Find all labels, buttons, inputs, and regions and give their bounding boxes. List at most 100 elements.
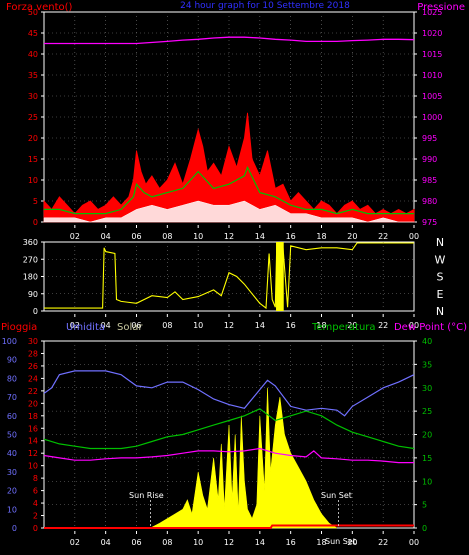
temperature-line	[43, 408, 415, 450]
wind-xtick-label: 14	[255, 232, 265, 241]
direction-xtick-label: 16	[286, 321, 296, 330]
pressure-ytick-label: 985	[422, 176, 437, 185]
wind-ytick-label: 5	[33, 197, 38, 206]
temp-ytick-label: 5	[422, 501, 427, 510]
wind-min-area	[43, 200, 414, 223]
pressure-ytick-label: 1005	[422, 92, 442, 101]
pressure-ytick-label: 975	[422, 218, 437, 227]
rain-ytick-label: 18	[28, 412, 38, 421]
rain-ytick-label: 4	[33, 499, 38, 508]
wind-xtick-label: 02	[70, 232, 80, 241]
pressure-axis-title: Pressione	[417, 2, 465, 13]
wind-ytick-label: 15	[28, 155, 38, 164]
rain-ytick-label: 10	[28, 462, 38, 471]
rain-ytick-label: 12	[28, 449, 38, 458]
rain-ytick-label: 26	[28, 362, 38, 371]
rain-ytick-label: 14	[28, 437, 38, 446]
direction-xtick-label: 00	[409, 321, 419, 330]
temp-ytick-label: 20	[422, 431, 432, 440]
wind-ytick-label: 30	[28, 92, 38, 101]
sunset-annotation-bottom: Sun Set	[325, 537, 356, 546]
direction-xtick-label: 04	[101, 321, 111, 330]
temp-ytick-label: 10	[422, 477, 432, 486]
direction-ytick-label: 180	[23, 273, 38, 282]
rain-ytick-label: 30	[28, 337, 38, 346]
humidity-ytick-label: 60	[7, 412, 17, 421]
direction-xtick-label: 08	[162, 321, 172, 330]
pressure-ytick-label: 1025	[422, 8, 442, 17]
rain-ytick-label: 16	[28, 424, 38, 433]
pressure-ytick-label: 1000	[422, 113, 442, 122]
compass-label: E	[437, 288, 444, 301]
rain-ytick-label: 22	[28, 387, 38, 396]
humidity-ytick-label: 30	[7, 468, 17, 477]
direction-xtick-label: 02	[70, 321, 80, 330]
compass-label: N	[436, 236, 444, 249]
compass-label: S	[437, 271, 444, 284]
rain-ytick-label: 20	[28, 399, 38, 408]
temp-ytick-label: 0	[422, 524, 427, 533]
rain-ytick-label: 28	[28, 349, 38, 358]
weather-xtick-label: 20	[347, 538, 357, 547]
humidity-ytick-label: 40	[7, 449, 17, 458]
pressure-ytick-label: 980	[422, 197, 437, 206]
pressure-ytick-label: 995	[422, 134, 437, 143]
wind-ytick-label: 10	[28, 176, 38, 185]
wind-xtick-label: 00	[409, 232, 419, 241]
wind-xtick-label: 08	[162, 232, 172, 241]
direction-xtick-label: 12	[224, 321, 234, 330]
wind-xtick-label: 06	[131, 232, 141, 241]
direction-xtick-label: 18	[316, 321, 326, 330]
wind-xtick-label: 18	[316, 232, 326, 241]
dewpoint-line	[43, 447, 414, 464]
direction-xtick-label: 20	[347, 321, 357, 330]
humidity-ytick-label: 20	[7, 487, 17, 496]
weather-xtick-label: 02	[70, 538, 80, 547]
wind-direction-line	[44, 242, 414, 310]
weather-xtick-label: 18	[316, 538, 326, 547]
weather-panel: 0102030405060708090100024681012141618202…	[1, 322, 467, 547]
rain-axis-title: Pioggia	[1, 322, 37, 333]
direction-ytick-label: 270	[23, 255, 38, 264]
weather-xtick-label: 16	[286, 538, 296, 547]
compass-label: N	[436, 305, 444, 318]
direction-xtick-label: 14	[255, 321, 265, 330]
temp-ytick-label: 40	[422, 337, 432, 346]
weather-xtick-label: 10	[193, 538, 203, 547]
humidity-ytick-label: 90	[7, 356, 17, 365]
humidity-ytick-label: 70	[7, 393, 17, 402]
direction-xtick-label: 10	[193, 321, 203, 330]
wind-axis-title: Forza vento()	[6, 2, 73, 13]
dewpoint-axis-title: Dew Point (°C)	[394, 322, 467, 333]
wind-ytick-label: 25	[28, 113, 38, 122]
wind-ytick-label: 35	[28, 71, 38, 80]
wind-ytick-label: 0	[33, 218, 38, 227]
wind-xtick-label: 20	[347, 232, 357, 241]
pressure-ytick-label: 1015	[422, 50, 442, 59]
sunset-annotation: Sun Set	[321, 491, 352, 500]
pressure-ytick-label: 1010	[422, 71, 442, 80]
rain-ytick-label: 6	[33, 487, 38, 496]
wind-xtick-label: 12	[224, 232, 234, 241]
wind-ytick-label: 50	[28, 8, 38, 17]
weather-xtick-label: 08	[162, 538, 172, 547]
sunrise-annotation: Sun Rise	[129, 491, 164, 500]
rain-ytick-label: 2	[33, 512, 38, 521]
wind-ytick-label: 20	[28, 134, 38, 143]
weather-xtick-label: 04	[101, 538, 111, 547]
direction-ytick-label: 0	[33, 307, 38, 316]
humidity-line	[43, 370, 415, 417]
weather-xtick-label: 14	[255, 538, 265, 547]
direction-ytick-label: 360	[23, 238, 38, 247]
temperature-axis-title: Temperatura	[311, 322, 376, 333]
temp-ytick-label: 15	[422, 454, 432, 463]
humidity-axis-title: Umidita	[66, 322, 105, 333]
pressure-line	[44, 36, 415, 45]
weather-xtick-label: 06	[131, 538, 141, 547]
wind-average-line	[44, 165, 414, 215]
rain-line	[44, 524, 414, 529]
rain-ytick-label: 8	[33, 474, 38, 483]
weather-xtick-label: 12	[224, 538, 234, 547]
